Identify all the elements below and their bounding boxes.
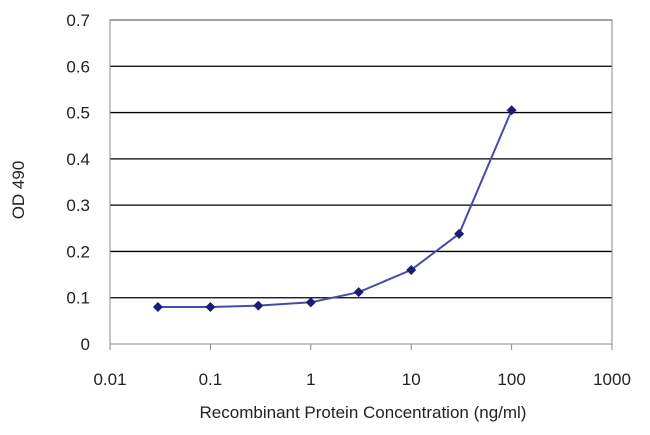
gridlines <box>110 19 612 299</box>
x-axis-title: Recombinant Protein Concentration (ng/ml… <box>200 403 527 422</box>
y-tick-label: 0.6 <box>66 57 90 76</box>
data-points <box>152 105 517 312</box>
y-tick-label: 0.7 <box>66 11 90 30</box>
y-tick-label: 0.5 <box>66 104 90 123</box>
x-tick-label: 0.01 <box>93 370 126 389</box>
data-point <box>152 301 163 312</box>
y-axis-title: OD 490 <box>9 161 28 220</box>
x-tick-label: 1 <box>306 370 315 389</box>
x-tick-labels: 0.01 0.1 1 10 100 1000 <box>93 370 630 389</box>
x-tick-label: 0.1 <box>199 370 223 389</box>
y-tick-labels: 0 0.1 0.2 0.3 0.4 0.5 0.6 0.7 <box>66 11 90 354</box>
x-tick-marks <box>109 344 613 350</box>
y-tick-label: 0.1 <box>66 289 90 308</box>
data-point <box>305 297 316 308</box>
data-point <box>406 264 417 275</box>
x-tick-label: 10 <box>402 370 421 389</box>
y-tick-label: 0.2 <box>66 242 90 261</box>
data-point <box>253 300 264 311</box>
x-tick-label: 100 <box>497 370 525 389</box>
data-point <box>353 287 364 298</box>
x-tick-label: 1000 <box>593 370 631 389</box>
data-point <box>506 105 517 116</box>
data-series-line <box>157 109 513 308</box>
data-point <box>205 301 216 312</box>
y-tick-label: 0.4 <box>66 150 90 169</box>
y-tick-label: 0 <box>81 335 90 354</box>
y-tick-label: 0.3 <box>66 196 90 215</box>
data-point <box>454 228 465 239</box>
plot-area-border <box>109 19 613 345</box>
